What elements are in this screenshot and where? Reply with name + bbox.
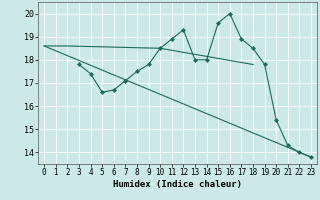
X-axis label: Humidex (Indice chaleur): Humidex (Indice chaleur) (113, 180, 242, 189)
